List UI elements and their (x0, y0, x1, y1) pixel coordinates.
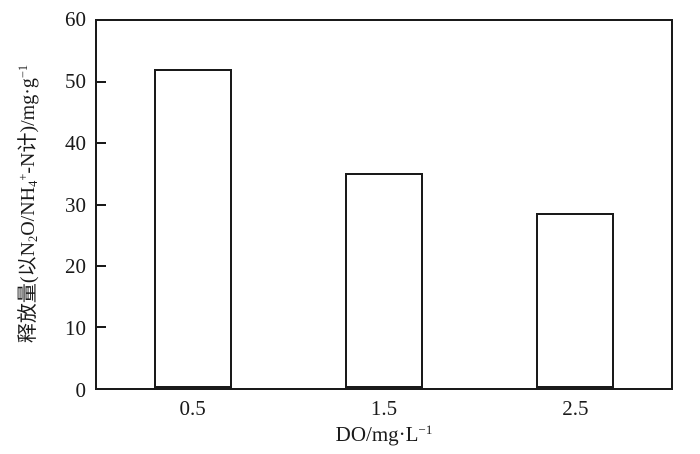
bar (345, 172, 423, 388)
x-axis-label: DO/mg·L−1 (95, 421, 673, 450)
label-segment: 2 (26, 235, 41, 242)
y-tick-mark (97, 203, 106, 206)
label-segment: −1 (418, 421, 433, 437)
y-tick-label: 30 (65, 192, 86, 217)
x-category-label: 1.5 (370, 396, 398, 420)
bar (536, 213, 615, 388)
y-tick-label: 0 (75, 378, 87, 402)
y-tick-label: 60 (65, 7, 86, 31)
label-segment: DO/mg·L (335, 422, 419, 446)
label-segment: 4 (26, 180, 41, 187)
y-tick-mark (97, 142, 106, 145)
label-segment: + (16, 173, 31, 181)
y-tick-label: 20 (65, 254, 86, 279)
y-tick-label: 50 (65, 68, 86, 93)
y-tick-mark (97, 325, 106, 328)
x-category-label: 2.5 (562, 396, 589, 420)
label-segment: -N计)/mg·g (17, 78, 39, 174)
plot-area (95, 19, 673, 390)
x-category-label: 0.5 (179, 396, 206, 420)
y-tick-mark (97, 264, 106, 267)
bar (153, 68, 232, 388)
y-tick-mark (97, 81, 106, 84)
y-tick-label: 40 (65, 130, 86, 155)
y-tick-label: 10 (65, 316, 86, 341)
